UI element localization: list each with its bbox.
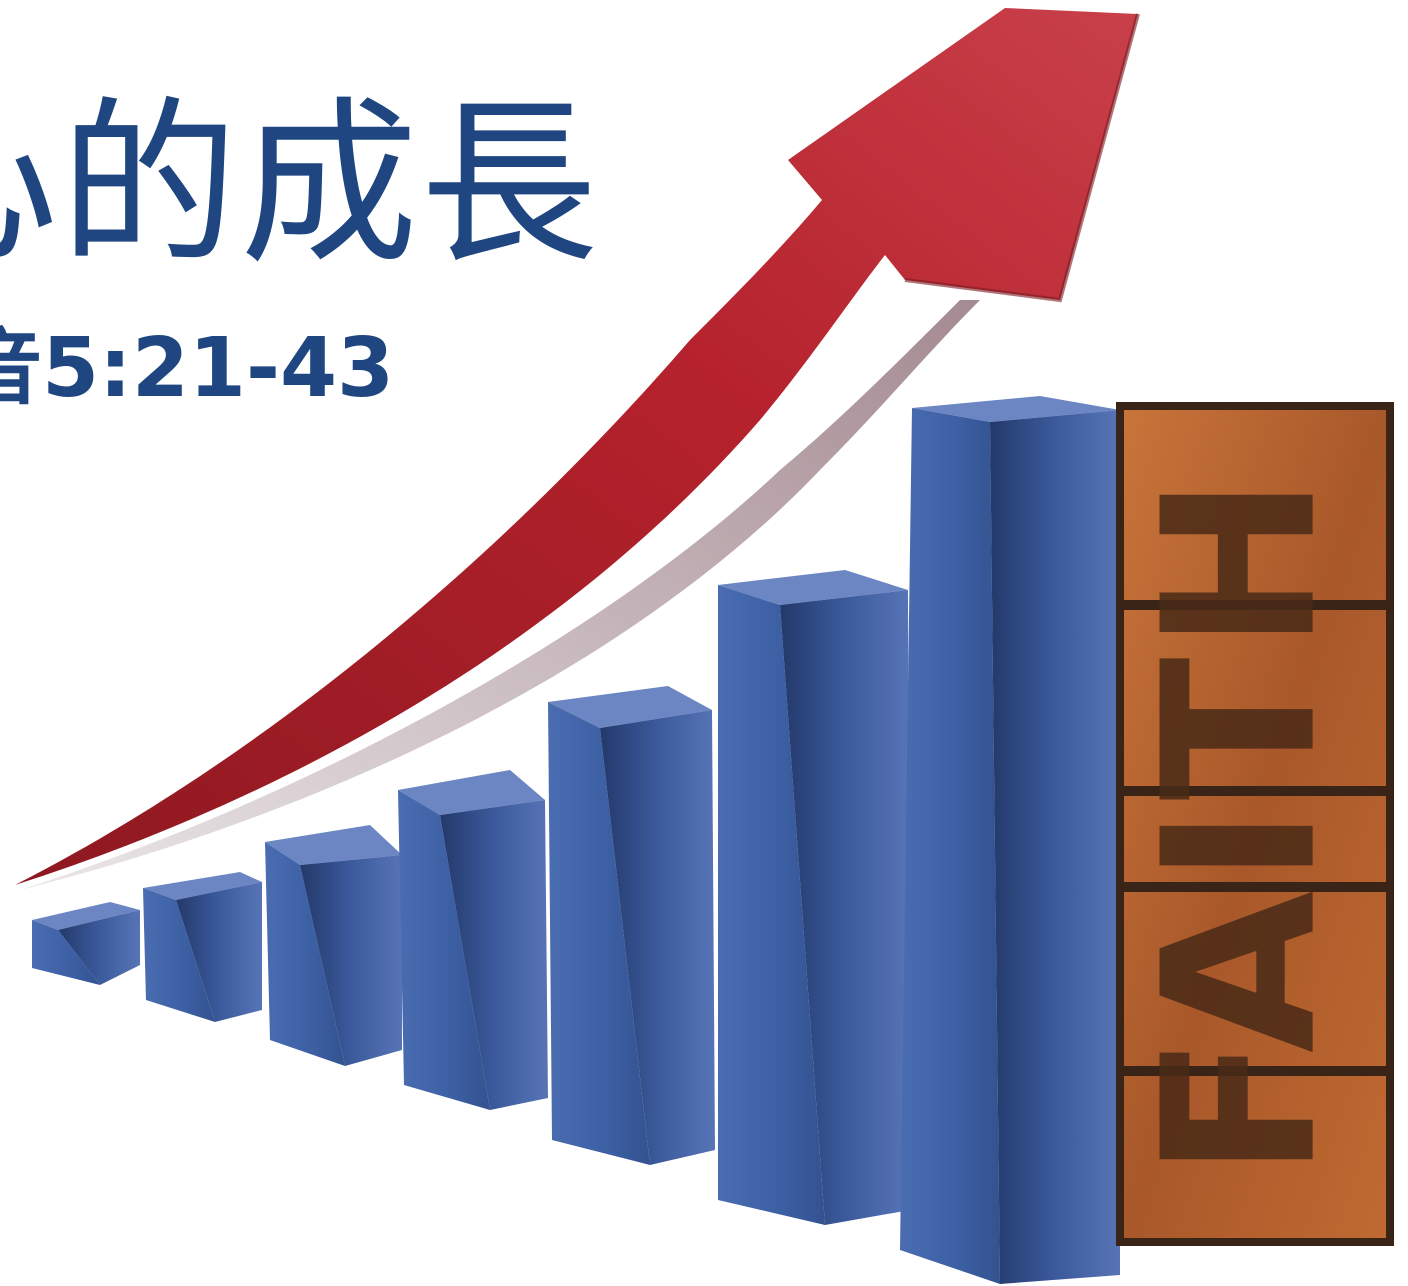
growth-bar-5 [548,686,715,1165]
wood-type-icon: FAITH [1116,402,1394,1246]
growth-bars [32,396,1120,1284]
growth-bar-6 [718,570,910,1225]
growth-bar-3 [265,825,402,1066]
growth-bar-2 [143,872,262,1022]
growth-bar-1 [32,902,140,985]
faith-word: FAITH [1118,469,1363,1178]
growth-bar-7 [900,396,1120,1284]
slide-subtitle-scripture: 音5:21-43 [0,321,395,416]
growth-bar-4 [398,770,548,1110]
faith-wood-type-block: FAITH [1116,402,1394,1246]
slide-title: 心的成長 [0,81,600,288]
rising-arrow-icon [15,8,1138,885]
